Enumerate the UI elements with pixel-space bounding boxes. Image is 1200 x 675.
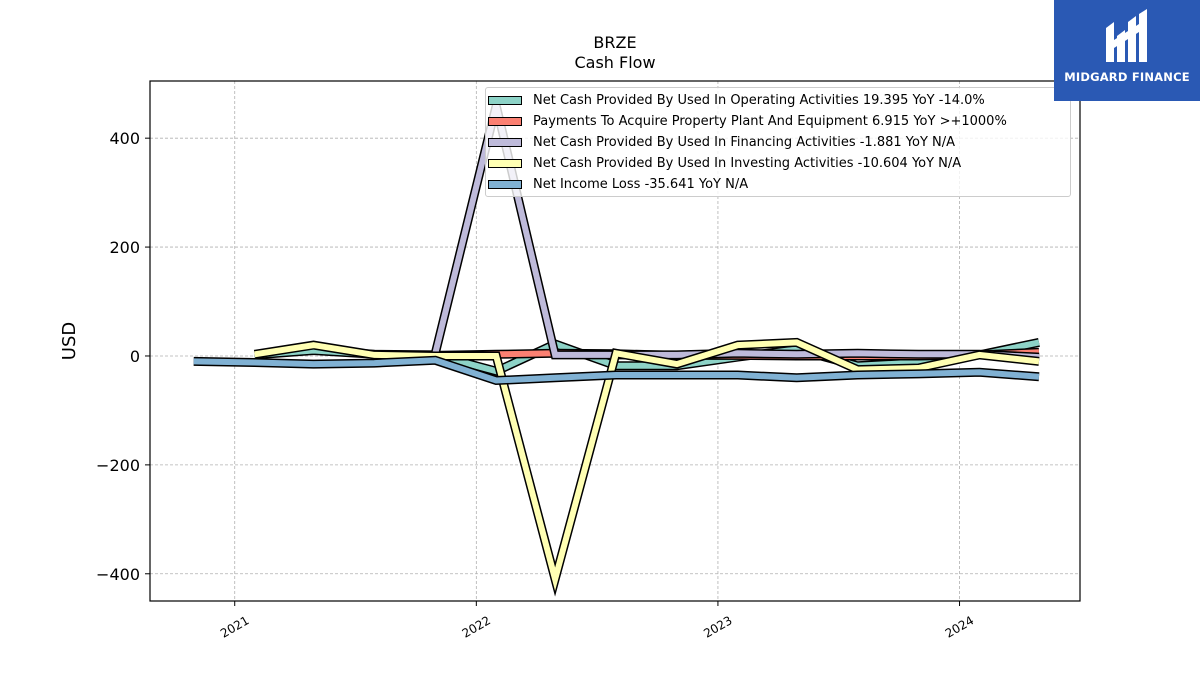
- legend-label: Payments To Acquire Property Plant And E…: [533, 114, 1007, 129]
- legend-swatch: [488, 180, 522, 189]
- series-layer: [193, 104, 1040, 597]
- series-stroke: [254, 339, 1040, 591]
- legend-swatch: [488, 138, 522, 147]
- legend-label: Net Cash Provided By Used In Investing A…: [533, 156, 962, 171]
- legend-swatch: [488, 117, 522, 126]
- legend-label: Net Income Loss -35.641 YoY N/A: [533, 177, 749, 192]
- series-stroke: [432, 104, 1040, 361]
- legend-label: Net Cash Provided By Used In Operating A…: [533, 93, 985, 108]
- y-tick-label: 400: [109, 129, 140, 148]
- y-tick-label: −400: [96, 565, 140, 584]
- y-axis-label: USD: [59, 322, 80, 360]
- logo-text: MIDGARD FINANCE: [1064, 70, 1190, 84]
- y-tick-label: −200: [96, 456, 140, 475]
- midgard-finance-logo: MIDGARD FINANCE: [1054, 0, 1200, 101]
- legend-swatch: [488, 159, 522, 168]
- chart-title: BRZE: [593, 33, 636, 52]
- midgard-m-icon: [1106, 9, 1147, 62]
- chart-subtitle: Cash Flow: [574, 53, 655, 72]
- legend-swatch: [488, 96, 522, 105]
- chart-legend: Net Cash Provided By Used In Operating A…: [485, 87, 1071, 197]
- legend-label: Net Cash Provided By Used In Financing A…: [533, 135, 956, 150]
- series-line-3: [253, 337, 1040, 597]
- series-line-2: [430, 104, 1040, 362]
- series-stroke: [193, 357, 1040, 384]
- series-line-4: [193, 355, 1040, 386]
- y-tick-label: 200: [109, 238, 140, 257]
- plot-frame: [149, 80, 1081, 602]
- y-tick-label: 0: [130, 347, 140, 366]
